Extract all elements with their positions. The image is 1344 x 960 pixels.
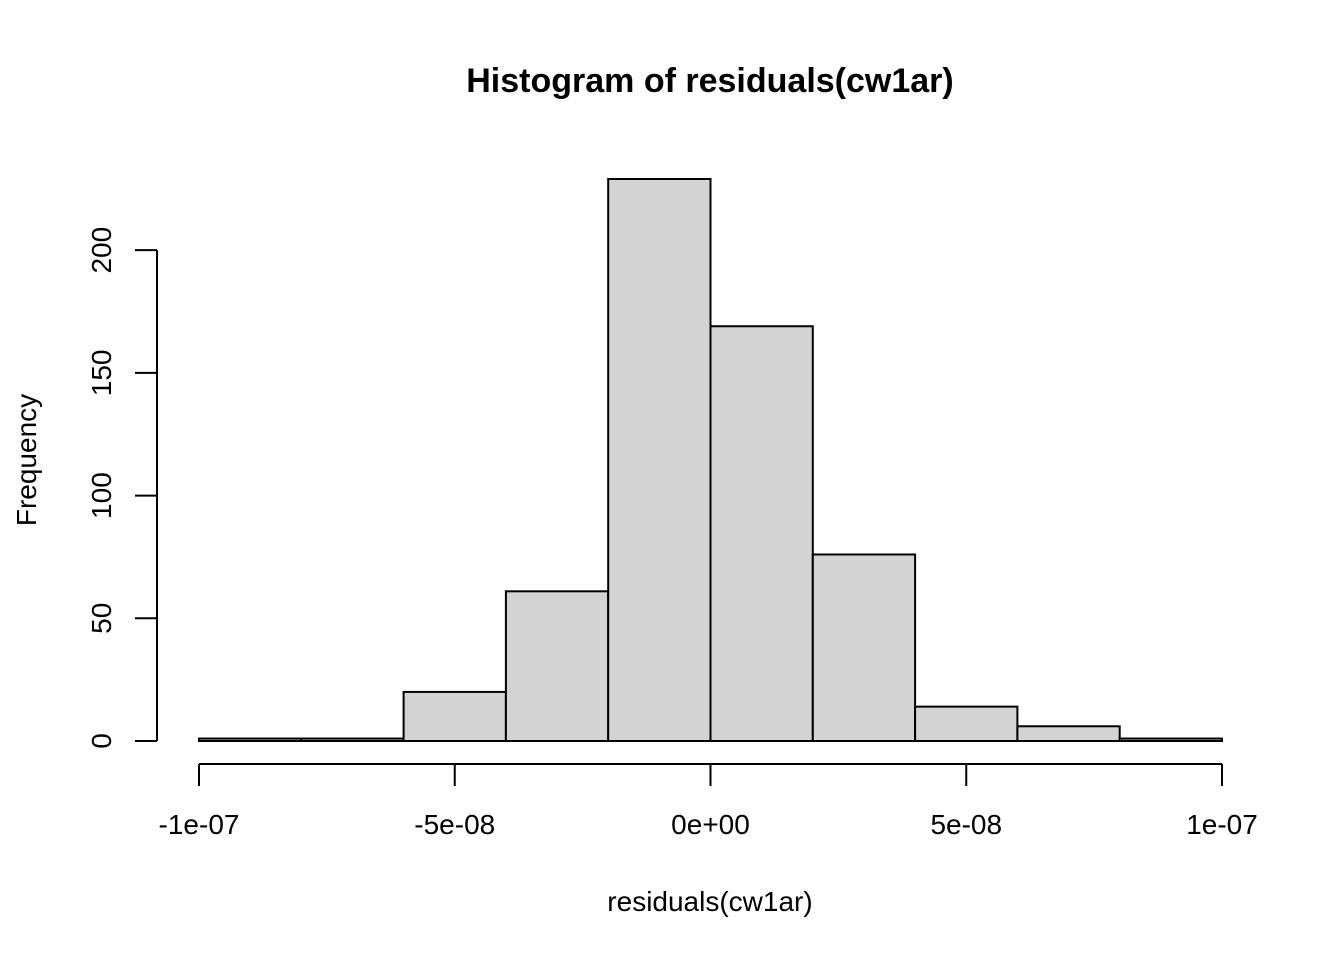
y-tick-label: 150 — [86, 350, 117, 397]
x-tick-label: -5e-08 — [414, 809, 495, 840]
histogram-bar — [198, 737, 303, 742]
x-tick-label: 0e+00 — [671, 809, 750, 840]
histogram-bar — [1016, 725, 1121, 742]
x-axis-label: residuals(cw1ar) — [607, 886, 812, 917]
y-axis-label: Frequency — [11, 394, 42, 526]
y-tick-label: 100 — [86, 472, 117, 519]
x-tick-label: 1e-07 — [1186, 809, 1258, 840]
histogram-bar — [811, 553, 917, 743]
histogram-bar — [914, 705, 1019, 742]
histogram-bar — [709, 325, 814, 742]
x-tick-label: 5e-08 — [930, 809, 1002, 840]
histogram-bar — [1118, 737, 1223, 742]
histogram-bar — [504, 590, 610, 742]
x-axis: -1e-07 -5e-08 0e+00 5e-08 1e-07 — [159, 763, 1258, 840]
y-tick-label: 50 — [86, 603, 117, 634]
histogram-bar — [402, 690, 507, 743]
y-tick-label: 200 — [86, 227, 117, 274]
histogram-bar — [607, 178, 712, 742]
x-tick-label: -1e-07 — [159, 809, 240, 840]
y-axis: 0 50 100 150 200 — [86, 227, 158, 749]
bars-group — [198, 178, 1223, 743]
histogram-bar — [300, 737, 405, 742]
chart-title: Histogram of residuals(cw1ar) — [466, 62, 953, 100]
y-tick-label: 0 — [86, 733, 117, 749]
